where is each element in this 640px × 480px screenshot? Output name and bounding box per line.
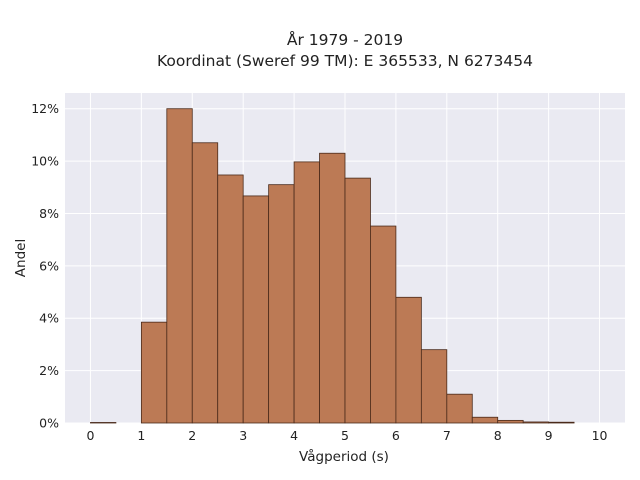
histogram-bar bbox=[293, 161, 320, 424]
histogram-bar bbox=[548, 421, 575, 424]
histogram-bar bbox=[370, 225, 397, 424]
x-tick-label: 0 bbox=[86, 428, 94, 443]
x-tick-label: 10 bbox=[592, 428, 608, 443]
x-tick-label: 1 bbox=[137, 428, 145, 443]
y-tick-label: 0% bbox=[39, 416, 59, 431]
histogram-bar bbox=[446, 393, 473, 424]
histogram-bar bbox=[344, 177, 371, 424]
histogram-bar bbox=[319, 152, 346, 424]
y-tick-label: 12% bbox=[31, 101, 59, 116]
y-tick-label: 10% bbox=[31, 154, 59, 169]
bars bbox=[90, 108, 575, 424]
histogram-bar bbox=[140, 321, 168, 424]
x-tick-label: 2 bbox=[188, 428, 196, 443]
y-axis-label: Andel bbox=[13, 239, 29, 277]
x-tick-label: 5 bbox=[341, 428, 349, 443]
x-tick-label: 4 bbox=[290, 428, 298, 443]
x-axis-label: Vågperiod (s) bbox=[299, 448, 389, 465]
x-tick-label: 3 bbox=[239, 428, 247, 443]
y-tick-label: 4% bbox=[39, 311, 59, 326]
x-tick-label: 7 bbox=[443, 428, 451, 443]
histogram-bar bbox=[268, 184, 295, 424]
histogram-bar bbox=[242, 195, 270, 424]
chart-title-line1: År 1979 - 2019 bbox=[287, 30, 403, 49]
x-tick-labels: 0 1 2 3 4 5 6 7 8 9 10 bbox=[86, 428, 607, 443]
y-tick-labels: 0% 2% 4% 6% 8% 10% 12% bbox=[31, 101, 59, 430]
y-tick-label: 6% bbox=[39, 258, 59, 273]
x-tick-label: 6 bbox=[392, 428, 400, 443]
y-tick-label: 2% bbox=[39, 363, 59, 378]
histogram-bar bbox=[522, 421, 550, 424]
chart-title-line2: Koordinat (Sweref 99 TM): E 365533, N 62… bbox=[157, 52, 533, 70]
histogram-bar bbox=[497, 419, 524, 424]
histogram-bar bbox=[420, 349, 448, 424]
histogram-bar bbox=[191, 142, 219, 424]
histogram-bar bbox=[395, 296, 422, 424]
x-tick-label: 8 bbox=[494, 428, 502, 443]
histogram-bar bbox=[90, 422, 117, 424]
histogram-bar bbox=[217, 174, 244, 424]
histogram-bar bbox=[166, 108, 193, 424]
histogram-bar bbox=[471, 416, 499, 424]
x-tick-label: 9 bbox=[545, 428, 553, 443]
y-tick-label: 8% bbox=[39, 206, 59, 221]
